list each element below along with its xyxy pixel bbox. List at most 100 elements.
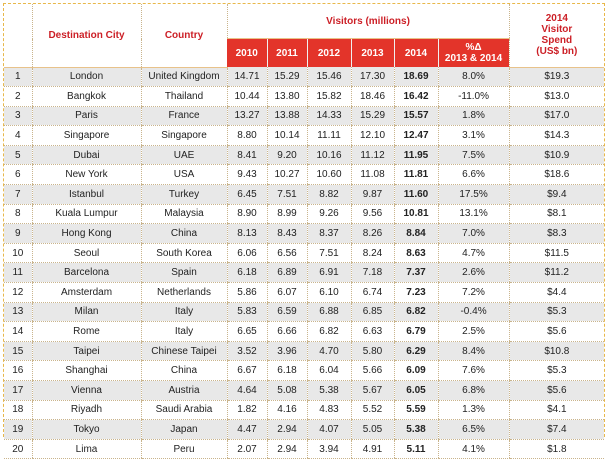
table-row: 8 Kuala Lumpur Malaysia 8.90 8.99 9.26 9.56 10.… [4,204,605,225]
visitor-spend-cell: $13.0 [508,86,605,107]
year-2014-cell: 5.59 [393,400,438,421]
rank-cell: 2 [4,86,32,107]
table-row: 5 Dubai UAE 8.41 9.20 10.16 11.12 11.95 7.5% $10.… [4,145,605,166]
visitor-spend-header-line: Spend [541,35,573,47]
year-2011-cell: 8.99 [266,204,307,225]
visitor-spend-cell: $5.6 [508,321,605,342]
visitor-spend-cell: $5.3 [508,302,605,323]
year-2011-cell: 5.08 [266,380,307,401]
year-2014-cell: 12.47 [393,125,438,146]
year-2013-cell: 9.56 [350,204,394,225]
visitor-spend-header-line: Visitor [541,24,573,36]
rank-cell: 16 [4,360,32,381]
year-2013-cell: 6.74 [350,282,394,303]
country-cell: Singapore [140,125,227,146]
year-header-2012: 2012 [306,38,351,67]
year-2013-cell: 11.08 [350,164,394,186]
year-2011-cell: 4.16 [266,400,307,421]
city-cell: Riyadh [31,400,141,421]
year-2012-cell: 5.38 [306,380,351,401]
year-2010-cell: 6.65 [226,321,267,342]
visitor-spend-cell: $10.9 [508,145,605,166]
year-2013-cell: 17.30 [350,67,394,88]
year-2011-cell: 6.66 [266,321,307,342]
year-2010-cell: 13.27 [226,106,267,127]
city-cell: Bangkok [31,86,141,107]
table-body: 1 London United Kingdom 14.71 15.29 15.46 17.3… [4,67,605,459]
year-2014-cell: 11.95 [393,145,438,166]
pct-change-cell: 7.0% [437,223,510,244]
rank-cell: 5 [4,145,32,166]
country-cell: Netherlands [140,282,227,303]
year-2012-cell: 14.33 [306,106,351,127]
year-2011-cell: 6.56 [266,243,307,264]
pct-change-cell: 2.5% [437,321,510,342]
city-cell: Kuala Lumpur [31,204,141,225]
year-2010-cell: 4.47 [226,419,267,440]
visitor-spend-header-line: 2014 [545,13,568,25]
table-row: 20 Lima Peru 2.07 2.94 3.94 4.91 5.11 4.1% $1.8 [4,439,605,459]
table-row: 3 Paris France 13.27 13.88 14.33 15.29 15.57 1.8… [4,106,605,127]
city-cell: Istanbul [31,184,141,205]
city-cell: London [31,67,141,88]
visitor-spend-cell: $5.3 [508,360,605,381]
table-row: 7 Istanbul Turkey 6.45 7.51 8.82 9.87 11.60 17.5… [4,184,605,205]
table-row: 12 Amsterdam Netherlands 5.86 6.07 6.10 6.74 7.… [4,282,605,303]
table-row: 14 Rome Italy 6.65 6.66 6.82 6.63 6.79 2.5% $5.6 [4,321,605,342]
table-row: 6 New York USA 9.43 10.27 10.60 11.08 11.81 6.6%… [4,164,605,186]
year-2012-cell: 6.88 [306,302,351,323]
year-2010-cell: 6.06 [226,243,267,264]
city-cell: New York [31,164,141,186]
rank-cell: 14 [4,321,32,342]
year-header-2014: 2014 [393,38,438,67]
table-row: 15 Taipei Chinese Taipei 3.52 3.96 4.70 5.80 6.… [4,341,605,362]
table-row: 2 Bangkok Thailand 10.44 13.80 15.82 18.46 16.4… [4,86,605,107]
rank-cell: 17 [4,380,32,401]
year-2010-cell: 5.86 [226,282,267,303]
year-2013-cell: 12.10 [350,125,394,146]
country-header: Country [140,4,227,68]
city-cell: Singapore [31,125,141,146]
country-cell: Chinese Taipei [140,341,227,362]
year-2012-cell: 4.83 [306,400,351,421]
year-2014-cell: 5.11 [393,439,438,459]
city-cell: Seoul [31,243,141,264]
year-2013-cell: 4.91 [350,439,394,459]
year-2011-cell: 6.89 [266,262,307,284]
visitor-spend-cell: $10.8 [508,341,605,362]
visitor-spend-header-line: (US$ bn) [536,46,578,58]
visitor-spend-cell: $18.6 [508,164,605,186]
year-2012-cell: 15.46 [306,67,351,88]
pct-change-cell: 2.6% [437,262,510,284]
pct-change-cell: 6.5% [437,419,510,440]
year-2014-cell: 6.29 [393,341,438,362]
year-2014-cell: 18.69 [393,67,438,88]
country-cell: France [140,106,227,127]
rank-cell: 20 [4,439,32,459]
year-2013-cell: 5.67 [350,380,394,401]
year-header-2010: 2010 [227,38,267,67]
year-2011-cell: 7.51 [266,184,307,205]
year-2014-cell: 6.05 [393,380,438,401]
year-2011-cell: 6.59 [266,302,307,323]
pct-change-cell: 6.6% [437,164,510,186]
year-2013-cell: 6.63 [350,321,394,342]
year-2012-cell: 9.26 [306,204,351,225]
pct-change-cell: 7.5% [437,145,510,166]
city-cell: Lima [31,439,141,459]
year-2012-cell: 15.82 [306,86,351,107]
year-2014-cell: 6.09 [393,360,438,381]
rank-cell: 18 [4,400,32,421]
year-2012-cell: 6.04 [306,360,351,381]
year-2011-cell: 13.80 [266,86,307,107]
rank-cell: 6 [4,164,32,186]
pct-change-cell: 6.8% [437,380,510,401]
year-2014-cell: 8.63 [393,243,438,264]
year-2012-cell: 10.16 [306,145,351,166]
visitor-spend-cell: $5.6 [508,380,605,401]
rank-cell: 1 [4,67,32,88]
visitors-table: Destination City Country Visitors (milli… [4,4,605,459]
city-cell: Shanghai [31,360,141,381]
rank-cell: 8 [4,204,32,225]
year-2014-cell: 15.57 [393,106,438,127]
